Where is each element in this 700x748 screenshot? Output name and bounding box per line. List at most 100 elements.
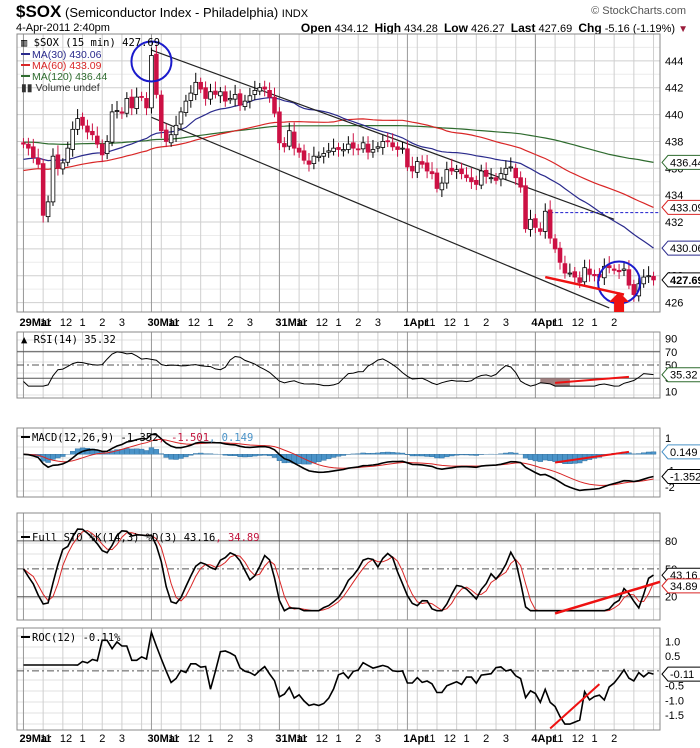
svg-text:34.89: 34.89 <box>670 581 698 593</box>
open-value: 434.12 <box>334 23 369 35</box>
svg-text:70: 70 <box>665 347 677 359</box>
svg-text:MA(30) 430.06: MA(30) 430.06 <box>32 49 102 61</box>
svg-text:12: 12 <box>188 317 200 329</box>
down-arrow-icon: ▼ <box>678 24 688 35</box>
svg-text:1: 1 <box>463 317 469 329</box>
svg-text:2: 2 <box>611 317 617 329</box>
svg-text:▥ $SOX (15 min) 427.69: ▥ $SOX (15 min) 427.69 <box>21 37 160 49</box>
exchange: INDX <box>281 8 309 20</box>
svg-text:2: 2 <box>355 317 361 329</box>
svg-text:426: 426 <box>665 298 683 310</box>
svg-text:436.44: 436.44 <box>670 157 700 169</box>
svg-text:11: 11 <box>40 733 51 745</box>
svg-text:2: 2 <box>611 733 617 745</box>
svg-text:2: 2 <box>355 733 361 745</box>
copyright: © StockCharts.com <box>591 5 686 17</box>
svg-text:1: 1 <box>591 733 597 745</box>
svg-text:438: 438 <box>665 136 683 148</box>
svg-text:▮▮ Volume undef: ▮▮ Volume undef <box>21 82 100 94</box>
symbol: $SOX <box>16 2 62 21</box>
svg-text:0.149: 0.149 <box>670 447 698 459</box>
svg-text:-2: -2 <box>665 482 675 494</box>
low-label: Low <box>443 21 468 35</box>
svg-text:12: 12 <box>188 733 200 745</box>
svg-text:434: 434 <box>665 190 683 202</box>
svg-text:12: 12 <box>316 317 328 329</box>
svg-text:MACD(12,26,9) -1.352, -1.501,: MACD(12,26,9) -1.352, -1.501, 0.149 <box>32 432 253 444</box>
svg-text:-0.11: -0.11 <box>670 669 694 681</box>
svg-text:MA(120) 436.44: MA(120) 436.44 <box>32 71 107 83</box>
svg-text:35.32: 35.32 <box>670 370 698 382</box>
svg-text:1Apr: 1Apr <box>403 317 429 329</box>
svg-text:1Apr: 1Apr <box>403 733 429 745</box>
svg-text:3: 3 <box>503 317 509 329</box>
svg-text:Full STO %K(14,3) %D(3) 43.16,: Full STO %K(14,3) %D(3) 43.16, 34.89 <box>32 532 260 544</box>
svg-text:1: 1 <box>591 317 597 329</box>
last-label: Last <box>510 21 536 35</box>
open-label: Open <box>300 21 332 35</box>
symbol-name: (Semiconductor Index - Philadelphia) <box>64 5 279 20</box>
svg-text:29Mar: 29Mar <box>19 733 52 745</box>
svg-text:80: 80 <box>665 536 677 548</box>
svg-text:433.09: 433.09 <box>670 202 700 214</box>
svg-text:-1.5: -1.5 <box>665 710 684 722</box>
svg-text:11: 11 <box>168 733 179 745</box>
svg-text:11: 11 <box>296 733 307 745</box>
svg-text:30Mar: 30Mar <box>147 733 180 745</box>
svg-text:11: 11 <box>424 733 435 745</box>
svg-text:1: 1 <box>336 317 342 329</box>
high-value: 434.28 <box>404 23 438 35</box>
svg-text:3: 3 <box>503 733 509 745</box>
chart-datetime: 4-Apr-2011 2:40pm <box>16 22 110 34</box>
svg-text:1.0: 1.0 <box>665 636 680 648</box>
svg-text:-1.0: -1.0 <box>665 695 684 707</box>
svg-text:ROC(12) -0.11%: ROC(12) -0.11% <box>32 632 121 644</box>
svg-text:29Mar: 29Mar <box>19 317 52 329</box>
svg-text:1: 1 <box>463 733 469 745</box>
svg-text:10: 10 <box>665 386 677 398</box>
svg-text:3: 3 <box>247 317 253 329</box>
svg-text:11: 11 <box>424 317 435 329</box>
svg-text:11: 11 <box>552 733 563 745</box>
svg-text:4Apr: 4Apr <box>531 733 557 745</box>
sto-panel: 805020Full STO %K(14,3) %D(3) 43.16, 34.… <box>16 512 700 621</box>
svg-text:12: 12 <box>60 733 72 745</box>
svg-text:430.06: 430.06 <box>670 243 700 255</box>
svg-text:12: 12 <box>572 733 584 745</box>
svg-text:3: 3 <box>119 317 125 329</box>
svg-text:2: 2 <box>227 317 233 329</box>
chart-title: $SOX (Semiconductor Index - Philadelphia… <box>16 2 308 22</box>
svg-text:-1.352: -1.352 <box>670 471 700 483</box>
svg-text:2: 2 <box>483 317 489 329</box>
svg-text:3: 3 <box>247 733 253 745</box>
svg-text:11: 11 <box>296 317 307 329</box>
svg-text:12: 12 <box>444 317 456 329</box>
svg-text:11: 11 <box>40 317 51 329</box>
low-value: 426.27 <box>471 23 505 35</box>
svg-text:11: 11 <box>552 317 563 329</box>
svg-text:3: 3 <box>119 733 125 745</box>
svg-text:4Apr: 4Apr <box>531 317 557 329</box>
svg-text:31Mar: 31Mar <box>275 733 308 745</box>
svg-text:12: 12 <box>444 733 456 745</box>
svg-text:-0.5: -0.5 <box>665 681 684 693</box>
svg-text:3: 3 <box>375 733 381 745</box>
svg-text:1: 1 <box>80 733 86 745</box>
svg-text:31Mar: 31Mar <box>275 317 308 329</box>
svg-text:2: 2 <box>99 317 105 329</box>
last-value: 427.69 <box>538 23 573 35</box>
svg-text:MA(60) 433.09: MA(60) 433.09 <box>32 60 102 72</box>
chg-label: Chg <box>578 21 602 35</box>
svg-text:90: 90 <box>665 334 677 346</box>
svg-text:1: 1 <box>336 733 342 745</box>
quote-summary: Open 434.12 High 434.28 Low 426.27 Last … <box>301 21 688 35</box>
svg-text:2: 2 <box>99 733 105 745</box>
svg-text:1: 1 <box>208 733 214 745</box>
svg-text:2: 2 <box>227 733 233 745</box>
svg-text:427.69: 427.69 <box>670 275 700 287</box>
svg-text:1: 1 <box>208 317 214 329</box>
